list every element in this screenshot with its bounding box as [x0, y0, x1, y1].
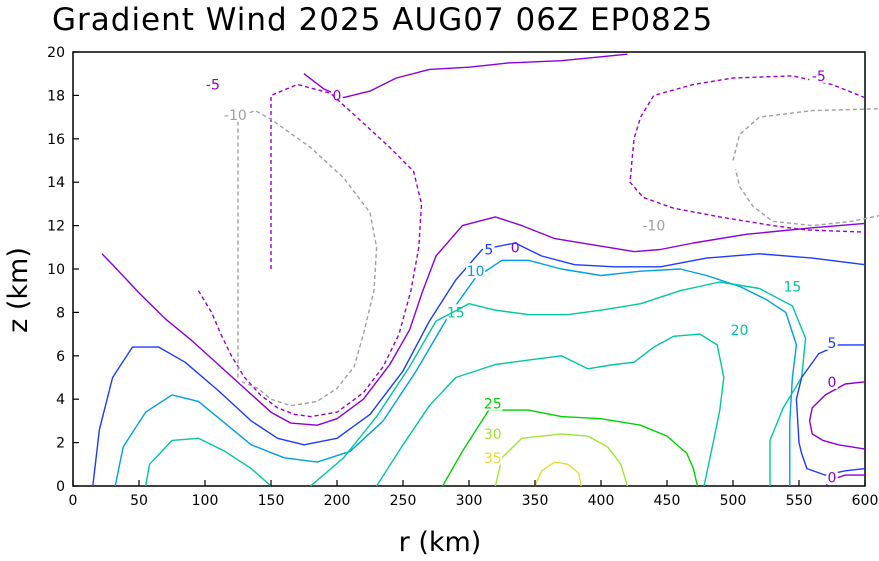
x-tick-label: 0	[69, 493, 78, 509]
contour-label: 0	[828, 375, 837, 391]
contour-line-20	[376, 333, 725, 487]
contour-label: 30	[484, 427, 502, 443]
chart-title: Gradient Wind 2025 AUG07 06Z EP0825	[52, 2, 713, 38]
contour-label-bg	[509, 239, 521, 255]
contour-label-bg	[222, 106, 249, 122]
contour-label: -10	[224, 108, 247, 124]
contour-label: 0	[828, 470, 837, 486]
contour-line-25	[441, 409, 699, 487]
x-tick-label: 50	[130, 493, 148, 509]
x-tick-label: 400	[588, 493, 615, 509]
contour-line-5	[92, 242, 866, 487]
x-tick-label: 600	[852, 493, 879, 509]
contour-label-bg	[782, 278, 802, 294]
y-tick-label: 6	[56, 349, 65, 365]
x-tick-label: 100	[192, 493, 219, 509]
x-tick-label: 150	[258, 493, 285, 509]
contour-label: 15	[783, 279, 801, 295]
x-tick-label: 450	[654, 493, 681, 509]
contour-label-bg	[730, 321, 750, 337]
x-tick-label: 200	[324, 493, 351, 509]
x-tick-label: 500	[720, 493, 747, 509]
y-axis-label: z (km)	[3, 247, 34, 333]
x-tick-label: 300	[456, 493, 483, 509]
x-tick-label: 550	[786, 493, 813, 509]
contour-label-bg	[826, 373, 838, 389]
contour-line-neg5	[629, 75, 866, 233]
contour-label-bg	[331, 87, 343, 103]
contour-line-15	[144, 437, 272, 487]
contour-line-5	[795, 344, 866, 476]
contour-label: 35	[484, 451, 502, 467]
y-tick-label: 8	[56, 305, 65, 321]
y-tick-label: 14	[47, 175, 65, 191]
contour-label: 5	[828, 336, 837, 352]
contour-label: -5	[812, 69, 826, 85]
contour-label: -5	[206, 78, 220, 94]
contour-label: 25	[484, 397, 502, 413]
contour-label-bg	[826, 334, 838, 350]
contour-label-bg	[640, 217, 668, 233]
y-tick-label: 18	[47, 88, 65, 104]
contour-label-bg	[466, 263, 486, 279]
contour-label: 10	[467, 264, 485, 280]
contour-line-0	[101, 216, 866, 426]
contour-label-bg	[483, 241, 495, 257]
x-axis-label: r (km)	[399, 527, 482, 558]
contour-label: 5	[484, 242, 493, 258]
contour-label: 20	[731, 323, 749, 339]
contour-line-neg10	[732, 108, 879, 227]
contour-label: 0	[333, 88, 342, 104]
contour-line-30	[494, 433, 629, 487]
contour-line-15	[310, 281, 807, 487]
x-tick-label: 350	[522, 493, 549, 509]
contour-line-neg5	[197, 83, 423, 418]
y-tick-label: 4	[56, 392, 65, 408]
contour-label-bg	[483, 395, 503, 411]
contour-line-10	[114, 259, 798, 487]
y-tick-label: 2	[56, 436, 65, 452]
contour-label-bg	[809, 67, 829, 83]
y-tick-label: 0	[56, 479, 65, 495]
axes: 0 50 100 150 200 250 300 350 400 450 500 550 6000246…	[47, 45, 878, 509]
contour-line-0	[808, 381, 866, 450]
contour-line-0	[303, 53, 628, 99]
contour-line-neg10	[237, 109, 378, 407]
y-tick-label: 12	[47, 219, 65, 235]
x-tick-label: 250	[390, 493, 417, 509]
contour-label-bg	[203, 76, 223, 92]
contour-line-35	[534, 461, 582, 487]
contour-label-bg	[483, 449, 503, 465]
y-tick-label: 20	[47, 45, 65, 61]
y-tick-label: 10	[47, 262, 65, 278]
contour-label: 0	[511, 240, 520, 256]
y-tick-label: 16	[47, 132, 65, 148]
contour-label: 15	[447, 305, 465, 321]
contour-label: -10	[642, 219, 665, 235]
contour-label-bg	[826, 469, 838, 485]
contour-label-bg	[483, 425, 503, 441]
